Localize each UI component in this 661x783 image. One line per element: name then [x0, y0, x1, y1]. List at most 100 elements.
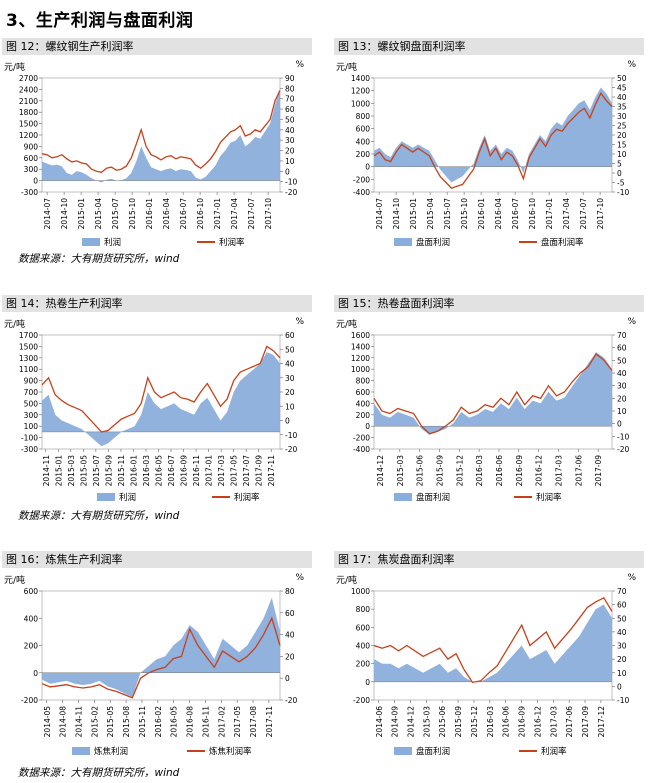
series-line-利润率 — [373, 596, 613, 684]
left-tick-label: 1200 — [19, 131, 38, 140]
x-tick-label: 2014-10 — [392, 198, 401, 230]
chart-title: 图 15：热卷盘面利润率 — [334, 295, 644, 312]
legend-area-label: 利润 — [119, 493, 137, 503]
x-tick-label: 2017-07 — [247, 198, 256, 230]
left-tick-label: 300 — [24, 411, 39, 420]
right-tick-label: 40 — [617, 93, 627, 102]
x-tick-label: 2015-12 — [455, 455, 464, 487]
legend-area: 炼焦利润 — [72, 745, 128, 757]
right-tick-label: -20 — [285, 445, 297, 454]
data-source-note: 数据来源：大有期货研究所，wind — [18, 510, 180, 522]
chart-panel-12: 图 12：螺纹钢生产利润率 元/吨 % -300 0 300 600 900 1200 15… — [2, 38, 312, 263]
x-tick-label: 2015-07 — [443, 198, 452, 230]
legend-line-label: 利润率 — [234, 493, 260, 503]
right-tick-label: -20 — [285, 188, 297, 197]
legend-area: 利润 — [82, 236, 121, 248]
left-unit: 元/吨 — [4, 576, 26, 586]
left-tick-label: 900 — [24, 142, 39, 151]
legend-area-swatch — [394, 493, 412, 501]
x-tick-label: 2017-07 — [242, 455, 251, 487]
right-tick-label: 30 — [617, 382, 627, 391]
right-tick-label: 40 — [617, 369, 627, 378]
left-tick-label: 400 — [356, 399, 371, 408]
x-tick-label: 2017-05 — [233, 706, 242, 738]
x-tick-label: 2015-09 — [435, 455, 444, 487]
left-tick-label: 900 — [24, 377, 39, 386]
x-tick-label: 2015-03 — [396, 455, 405, 487]
x-tick-label: 2017-03 — [549, 706, 558, 738]
legend-line-swatch — [519, 241, 537, 243]
x-tick-label: 2016-08 — [186, 706, 195, 738]
right-tick-label: 40 — [617, 628, 627, 637]
right-tick-label: 20 — [617, 394, 627, 403]
x-tick-label: 2017-09 — [594, 455, 603, 487]
legend-line-swatch — [187, 750, 205, 752]
legend-area-label: 盘面利润 — [416, 747, 451, 757]
x-tick-label: 2016-10 — [528, 198, 537, 230]
x-tick-label: 2015-02 — [90, 706, 99, 738]
series-line-利润率 — [373, 353, 613, 435]
series-line-炼焦利润率 — [41, 616, 281, 699]
x-tick-label: 2016-09 — [180, 455, 189, 487]
legend-line-swatch — [514, 496, 532, 498]
left-tick-label: 1400 — [351, 342, 370, 351]
x-tick-label: 2016-04 — [162, 198, 171, 230]
right-tick-label: 0 — [285, 417, 290, 426]
right-tick-label: 30 — [617, 112, 627, 121]
legend-area: 盘面利润 — [394, 745, 450, 757]
x-tick-label: 2017-01 — [545, 198, 554, 230]
right-tick-label: 60 — [617, 601, 627, 610]
left-unit: 元/吨 — [4, 320, 26, 330]
left-tick-label: 1000 — [351, 365, 370, 374]
x-tick-label: 2015-12 — [470, 706, 479, 738]
legend-line-swatch — [212, 496, 230, 498]
x-tick-label: 2015-06 — [416, 455, 425, 487]
right-tick-label: 15 — [617, 141, 627, 150]
right-tick-label: 70 — [285, 95, 295, 104]
right-tick-label: 50 — [617, 614, 627, 623]
x-tick-label: 2017-03 — [217, 455, 226, 487]
right-tick-label: 0 — [617, 420, 622, 429]
left-tick-label: 0 — [365, 422, 370, 431]
left-tick-label: 1500 — [19, 342, 38, 351]
x-tick-label: 2016-01 — [129, 455, 138, 487]
right-tick-label: -5 — [617, 179, 625, 188]
left-unit: 元/吨 — [336, 63, 358, 73]
x-tick-label: 2014-06 — [375, 706, 384, 738]
left-tick-label: 1600 — [351, 331, 370, 340]
right-unit: % — [627, 60, 636, 70]
legend-line-label: 盘面利润率 — [541, 238, 584, 248]
legend-line-swatch — [197, 241, 215, 243]
right-tick-label: 20 — [285, 388, 295, 397]
left-tick-label: 600 — [24, 587, 39, 596]
series-line-盘面利润率 — [373, 91, 613, 189]
right-tick-label: 10 — [617, 150, 627, 159]
left-tick-label: 400 — [356, 642, 371, 651]
x-tick-label: 2016-06 — [495, 455, 504, 487]
left-tick-label: 0 — [33, 177, 38, 186]
x-tick-label: 2017-12 — [597, 706, 606, 738]
left-tick-label: -300 — [21, 445, 38, 454]
x-tick-label: 2016-03 — [486, 706, 495, 738]
x-tick-label: 2015-11 — [117, 455, 126, 487]
legend-area: 利润 — [97, 491, 136, 503]
left-tick-label: 300 — [24, 165, 39, 174]
right-tick-label: 50 — [285, 115, 295, 124]
legend-line: 炼焦利润率 — [187, 745, 252, 757]
left-tick-label: -300 — [21, 188, 38, 197]
chart-title: 图 17：焦炭盘面利润率 — [334, 551, 644, 568]
right-unit: % — [295, 60, 304, 70]
right-tick-label: 0 — [285, 167, 290, 176]
left-tick-label: 400 — [24, 614, 39, 623]
x-tick-label: 2017-11 — [265, 706, 274, 738]
chart-panel-16: 图 16：炼焦生产利润率 元/吨 % -200 0 200 400 600 -20 0 20 4… — [2, 551, 312, 766]
x-tick-label: 2015-03 — [67, 455, 76, 487]
right-tick-label: 20 — [285, 147, 295, 156]
x-tick-label: 2017-01 — [205, 455, 214, 487]
x-tick-label: 2017-06 — [574, 455, 583, 487]
chart-plot: -400-20002004006008001000120014001600-20… — [351, 331, 630, 487]
left-tick-label: 0 — [33, 669, 38, 678]
left-tick-label: 0 — [365, 163, 370, 172]
right-tick-label: 30 — [285, 136, 295, 145]
x-tick-label: 2016-07 — [167, 455, 176, 487]
